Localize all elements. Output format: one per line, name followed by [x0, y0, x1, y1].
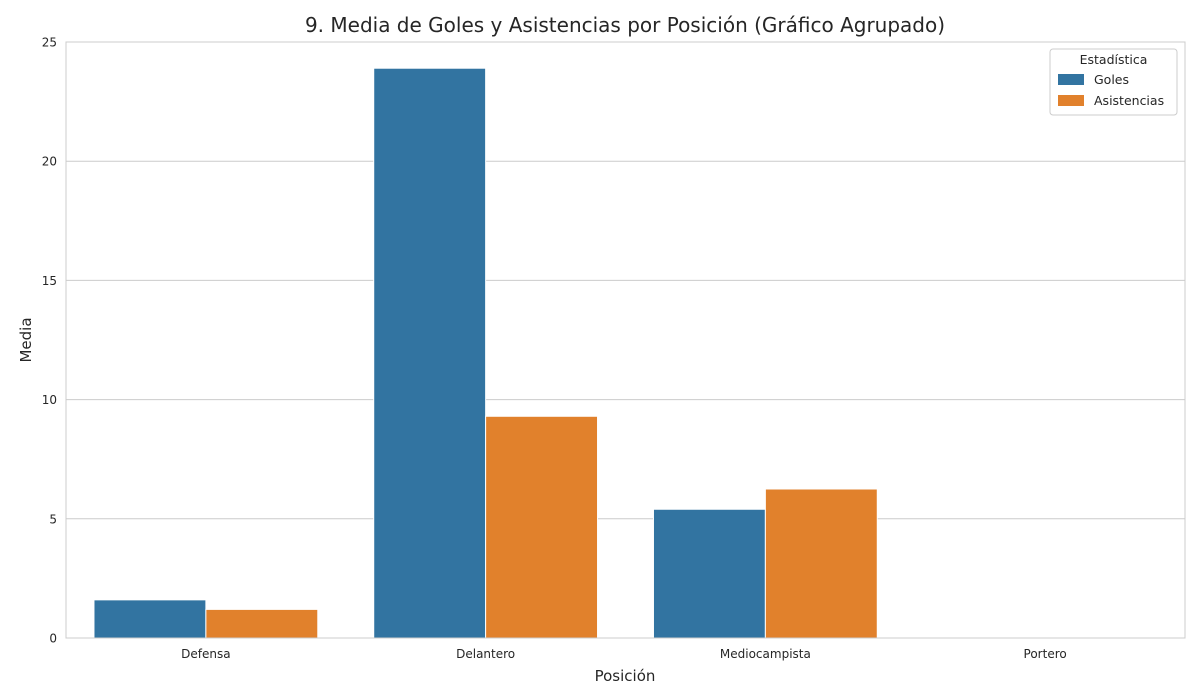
y-tick-label: 15	[42, 274, 57, 288]
plot-frame	[65, 41, 1186, 639]
x-tick-label: Delantero	[456, 647, 515, 661]
bar-asistencias-delantero	[485, 415, 599, 639]
y-axis-label: Media	[17, 317, 35, 362]
bar-goles-defensa	[93, 599, 207, 639]
y-tick-label: 20	[42, 155, 57, 169]
y-tick-label: 5	[49, 512, 57, 526]
y-tick-label: 10	[42, 393, 57, 407]
bars	[93, 67, 878, 639]
chart-title: 9. Media de Goles y Asistencias por Posi…	[305, 13, 945, 37]
legend-title: Estadística	[1080, 52, 1148, 67]
bar-asistencias-defensa	[205, 608, 319, 639]
bar-goles-delantero	[373, 67, 487, 639]
legend-swatch-goles	[1058, 74, 1084, 85]
y-tick-label: 0	[49, 632, 57, 646]
x-axis-label: Posición	[595, 667, 656, 685]
bar-asistencias-mediocampista	[764, 488, 878, 639]
x-tick-label: Mediocampista	[720, 647, 811, 661]
x-axis-ticks: Defensa Delantero Mediocampista Portero	[181, 647, 1067, 661]
legend-items: Goles Asistencias	[1058, 72, 1164, 108]
legend-label-asistencias: Asistencias	[1094, 93, 1164, 108]
legend-label-goles: Goles	[1094, 72, 1129, 87]
x-tick-label: Defensa	[181, 647, 230, 661]
legend-swatch-asistencias	[1058, 95, 1084, 106]
x-tick-label: Portero	[1024, 647, 1067, 661]
bar-goles-mediocampista	[652, 508, 766, 639]
y-tick-label: 25	[42, 36, 57, 50]
y-axis-ticks: 0 5 10 15 20 25	[42, 36, 57, 646]
gridlines	[66, 41, 1185, 639]
legend: Estadística Goles Asistencias	[1049, 48, 1178, 116]
